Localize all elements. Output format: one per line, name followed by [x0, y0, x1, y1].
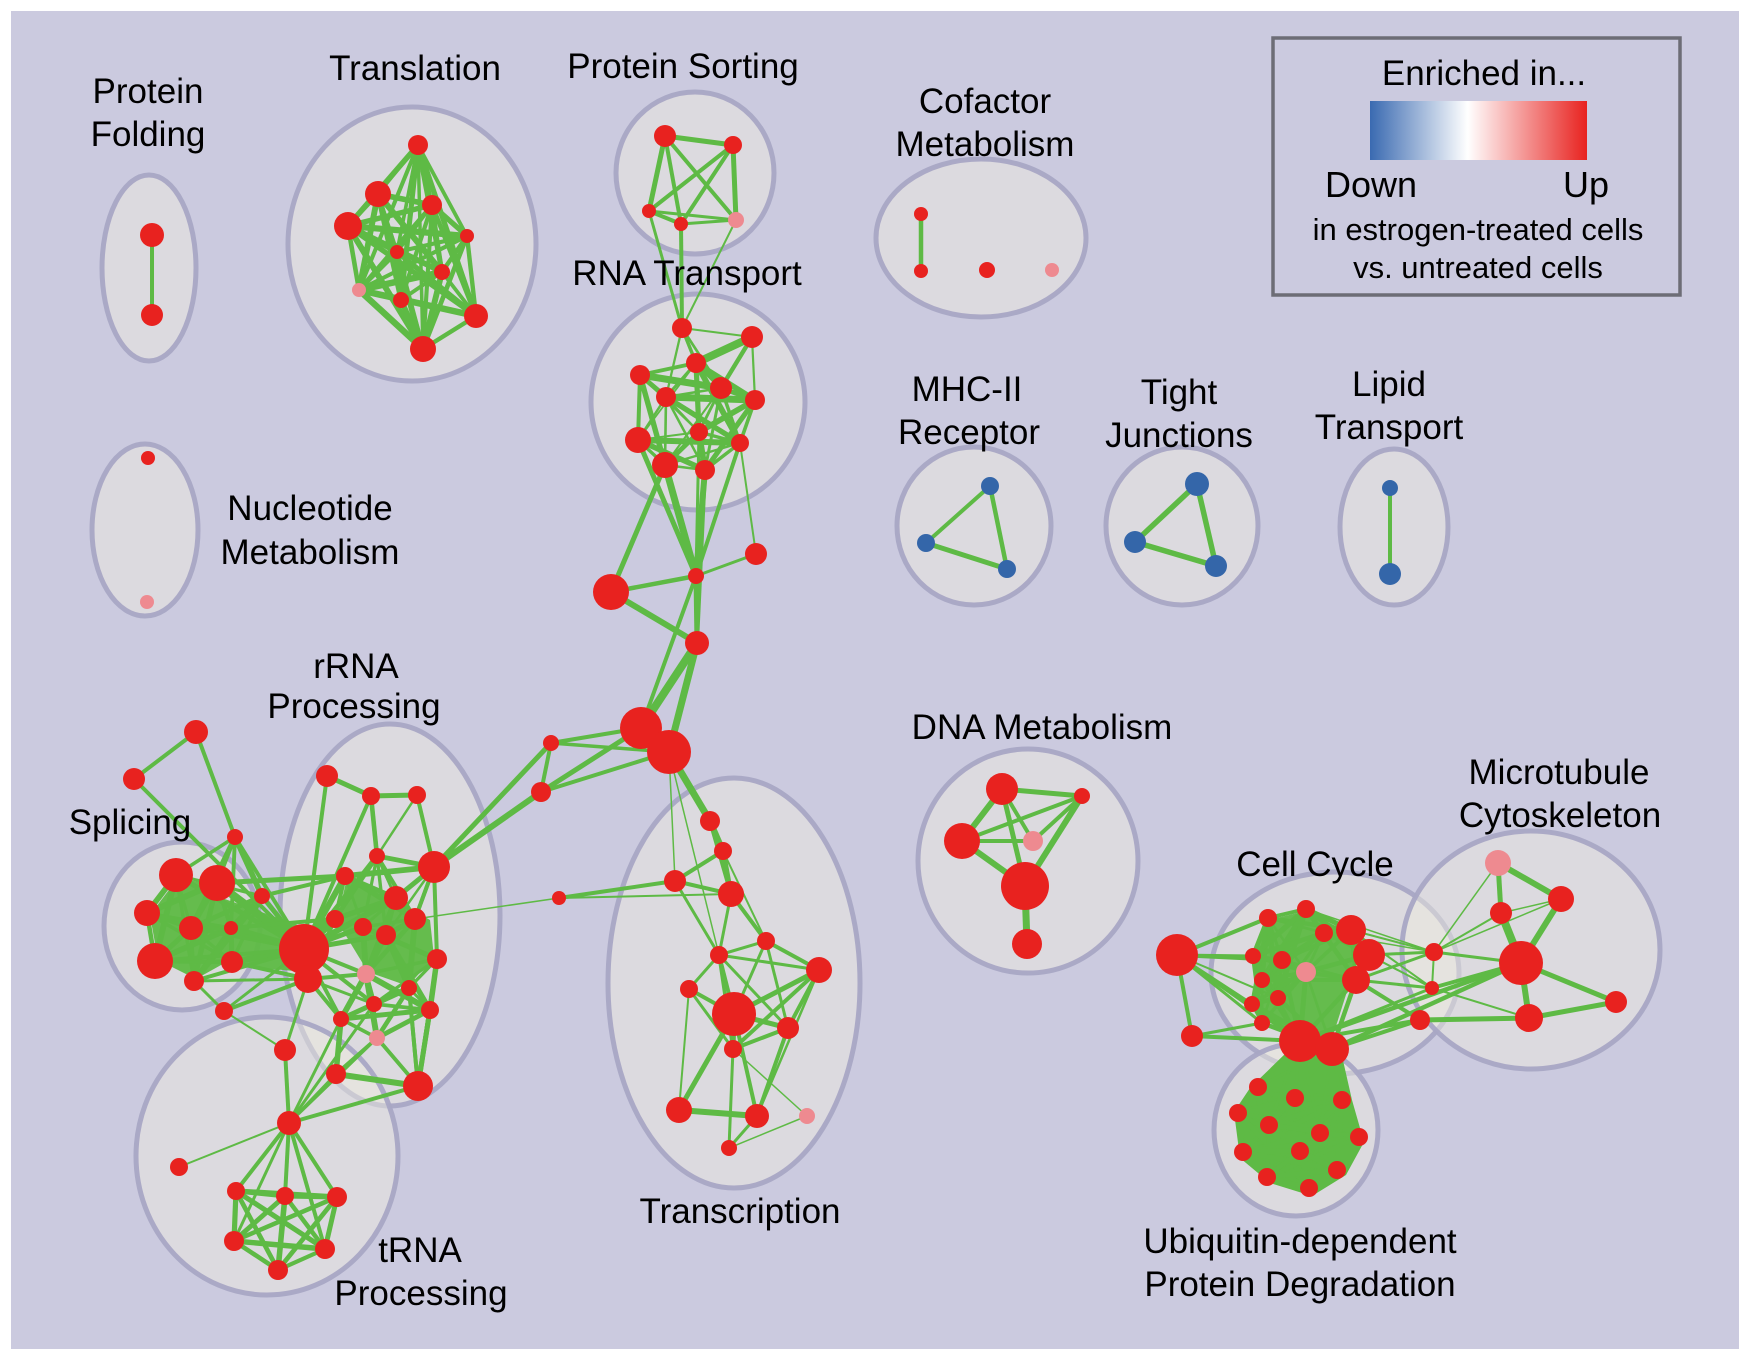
svg-text:MHC-II: MHC-II	[912, 370, 1023, 409]
svg-text:Nucleotide: Nucleotide	[227, 489, 392, 528]
svg-text:Cytoskeleton: Cytoskeleton	[1459, 796, 1661, 835]
svg-text:Transport: Transport	[1315, 408, 1464, 447]
svg-text:Enriched in...: Enriched in...	[1382, 54, 1586, 93]
svg-text:Tight: Tight	[1141, 373, 1218, 412]
svg-text:RNA Transport: RNA Transport	[572, 254, 802, 293]
svg-text:Up: Up	[1563, 164, 1609, 205]
svg-text:Ubiquitin-dependent: Ubiquitin-dependent	[1143, 1222, 1457, 1261]
svg-text:Microtubule: Microtubule	[1469, 753, 1650, 792]
svg-text:Folding: Folding	[91, 115, 206, 154]
svg-text:Junctions: Junctions	[1105, 416, 1253, 455]
svg-text:Receptor: Receptor	[898, 413, 1040, 452]
svg-text:Protein Degradation: Protein Degradation	[1144, 1265, 1455, 1304]
svg-text:Lipid: Lipid	[1352, 365, 1426, 404]
svg-text:Cofactor: Cofactor	[919, 82, 1052, 121]
svg-text:vs. untreated cells: vs. untreated cells	[1353, 250, 1603, 285]
svg-text:Processing: Processing	[267, 687, 440, 726]
svg-text:Protein: Protein	[93, 72, 204, 111]
svg-text:tRNA: tRNA	[378, 1231, 462, 1270]
svg-text:Processing: Processing	[334, 1274, 507, 1313]
svg-text:Translation: Translation	[329, 49, 501, 88]
svg-text:rRNA: rRNA	[313, 647, 399, 686]
svg-text:in estrogen-treated cells: in estrogen-treated cells	[1313, 212, 1644, 247]
svg-text:Down: Down	[1325, 164, 1417, 205]
svg-text:Metabolism: Metabolism	[896, 125, 1075, 164]
svg-text:Transcription: Transcription	[640, 1192, 841, 1231]
svg-text:DNA Metabolism: DNA Metabolism	[912, 708, 1173, 747]
svg-text:Protein Sorting: Protein Sorting	[567, 47, 799, 86]
svg-text:Cell Cycle: Cell Cycle	[1236, 845, 1394, 884]
svg-text:Splicing: Splicing	[69, 803, 192, 842]
svg-text:Metabolism: Metabolism	[221, 533, 400, 572]
